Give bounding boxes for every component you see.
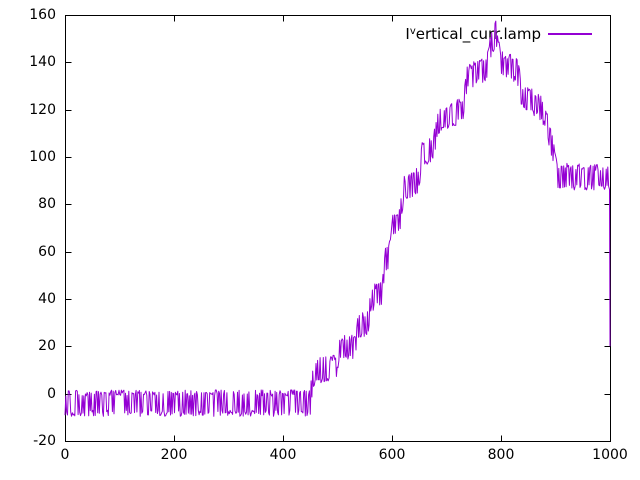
legend-line-sample [548, 33, 592, 35]
y-tick-label: 160 [29, 7, 56, 23]
legend: Ivertical_curr.lamp [300, 25, 592, 43]
legend-label-rest: ertical_curr.lamp [415, 25, 541, 43]
y-tick-label: 140 [29, 54, 56, 70]
y-tick-label: 20 [38, 338, 56, 354]
y-tick-label: 60 [38, 244, 56, 260]
x-tick-label: 200 [160, 447, 188, 463]
x-tick-label: 400 [269, 447, 297, 463]
y-tick-label: -20 [33, 433, 56, 449]
x-tick-label: 0 [60, 447, 70, 463]
y-tick-label: 120 [29, 102, 56, 118]
y-tick-label: 80 [38, 196, 56, 212]
x-tick-label: 800 [487, 447, 515, 463]
x-tick-label: 600 [378, 447, 406, 463]
y-tick-label: 40 [38, 291, 56, 307]
legend-label: Ivertical_curr.lamp [405, 25, 541, 43]
y-tick-label: 100 [29, 149, 56, 165]
y-tick-label: 0 [47, 386, 56, 402]
x-tick-label: 1000 [592, 447, 628, 463]
